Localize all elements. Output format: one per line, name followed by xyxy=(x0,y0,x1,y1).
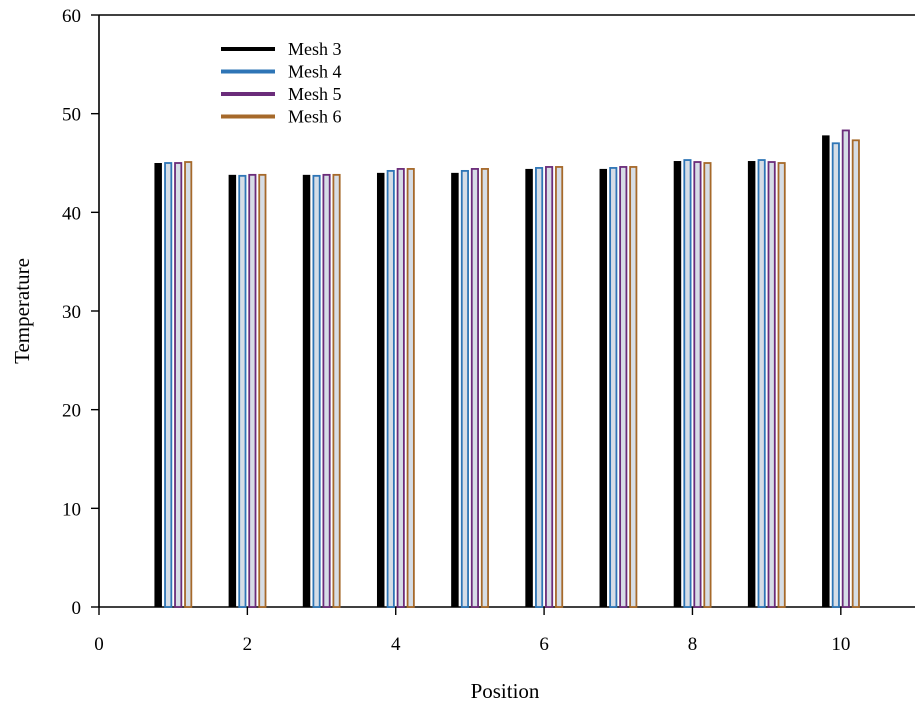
bar-mesh-6 xyxy=(258,173,267,608)
bar-mesh-6 xyxy=(480,168,489,608)
bar-mesh-6 xyxy=(555,166,564,608)
y-tick-label: 20 xyxy=(62,401,81,422)
legend-label: Mesh 3 xyxy=(288,39,342,59)
bar-mesh-3 xyxy=(228,174,237,607)
legend-label: Mesh 6 xyxy=(288,107,342,127)
bar-mesh-3 xyxy=(673,161,682,607)
x-tick-label: 6 xyxy=(539,634,549,655)
bar-mesh-6 xyxy=(629,166,638,608)
bars xyxy=(154,129,860,608)
bar-mesh-4 xyxy=(609,167,618,608)
bar-mesh-5 xyxy=(693,161,702,608)
bar-mesh-6 xyxy=(184,161,193,608)
bar-mesh-5 xyxy=(619,166,628,608)
x-tick-label: 10 xyxy=(831,634,850,655)
x-tick-label: 8 xyxy=(688,634,698,655)
x-tick-label: 0 xyxy=(94,634,104,655)
y-tick-label: 60 xyxy=(62,6,81,27)
bar-mesh-4 xyxy=(460,169,469,608)
bar-mesh-5 xyxy=(470,168,479,608)
bar-mesh-3 xyxy=(154,163,162,607)
bar-mesh-3 xyxy=(822,135,830,607)
bar-mesh-3 xyxy=(525,168,533,608)
bar-mesh-3 xyxy=(747,161,756,607)
bar-mesh-5 xyxy=(248,173,257,608)
y-tick-label: 10 xyxy=(62,499,81,520)
bar-mesh-3 xyxy=(599,168,608,608)
bar-mesh-6 xyxy=(851,139,860,608)
bar-mesh-4 xyxy=(386,169,395,608)
bar-mesh-6 xyxy=(777,162,786,608)
bar-mesh-6 xyxy=(703,162,712,608)
bar-mesh-5 xyxy=(841,129,850,608)
y-tick-label: 30 xyxy=(62,302,81,323)
y-tick-label: 50 xyxy=(62,105,81,126)
y-tick-label: 0 xyxy=(72,598,82,619)
x-tick-label: 4 xyxy=(391,634,401,655)
bar-mesh-4 xyxy=(312,174,321,608)
legend-label: Mesh 5 xyxy=(288,84,342,104)
bar-mesh-4 xyxy=(757,159,766,608)
bar-mesh-6 xyxy=(332,173,341,608)
bar-mesh-4 xyxy=(238,174,247,608)
bar-mesh-5 xyxy=(174,162,183,608)
bar-mesh-6 xyxy=(406,168,415,608)
bar-mesh-4 xyxy=(535,167,544,608)
bar-mesh-3 xyxy=(451,172,459,607)
bar-mesh-5 xyxy=(545,166,554,608)
bar-mesh-3 xyxy=(302,174,311,607)
x-tick-label: 2 xyxy=(243,634,253,655)
bar-mesh-5 xyxy=(767,161,776,608)
bar-mesh-4 xyxy=(831,142,840,608)
y-axis-label: Temperature xyxy=(10,258,34,364)
bar-mesh-5 xyxy=(396,168,405,608)
bar-mesh-4 xyxy=(164,162,173,608)
y-tick-label: 40 xyxy=(62,203,81,224)
bar-mesh-4 xyxy=(683,159,692,608)
bar-mesh-5 xyxy=(322,173,331,608)
legend-label: Mesh 4 xyxy=(288,62,342,82)
bar-mesh-3 xyxy=(376,172,385,607)
x-axis-label: Position xyxy=(471,679,540,703)
